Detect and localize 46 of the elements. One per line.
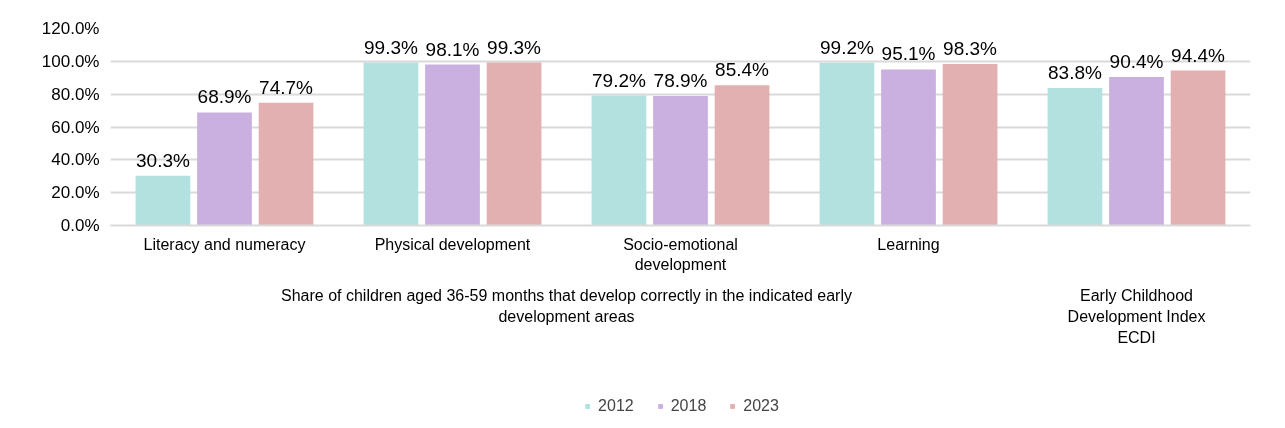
x-tick-label: Literacy and numeracy — [143, 235, 306, 253]
bar — [1047, 87, 1103, 226]
bar — [819, 62, 875, 226]
bar — [258, 102, 314, 226]
x-tick-label: Socio-emotional development — [623, 235, 738, 273]
bar — [135, 175, 191, 226]
bar — [425, 64, 480, 226]
legend-label: 2023 — [743, 397, 779, 415]
bar — [714, 85, 770, 226]
data-label: 95.1% — [881, 43, 936, 65]
legend-label: 2012 — [598, 397, 634, 415]
bar — [363, 62, 419, 226]
data-label: 99.3% — [487, 36, 542, 58]
data-label: 98.3% — [943, 38, 998, 60]
y-tick-label: 20.0% — [51, 183, 100, 203]
data-label: 94.4% — [1171, 44, 1226, 66]
bar — [942, 64, 998, 226]
y-tick-label: 60.0% — [51, 117, 100, 137]
data-label: 99.2% — [820, 36, 874, 58]
bar — [591, 95, 647, 226]
y-tick-label: 80.0% — [51, 84, 100, 104]
y-tick-label: 0.0% — [60, 216, 100, 235]
bar — [486, 62, 542, 226]
data-label: 99.3% — [364, 36, 418, 58]
y-tick-label: 120.0% — [41, 19, 100, 38]
legend-label: 2018 — [670, 397, 707, 415]
data-label: 98.1% — [425, 38, 480, 60]
y-tick-label: 40.0% — [51, 150, 100, 170]
bar — [653, 95, 708, 226]
y-tick-label: 100.0% — [41, 51, 100, 71]
data-label: 30.3% — [136, 149, 190, 171]
bar — [1170, 70, 1226, 226]
data-label: 68.9% — [197, 86, 252, 108]
data-label: 90.4% — [1109, 51, 1164, 73]
bar — [1109, 77, 1164, 226]
bar — [197, 112, 252, 226]
bar — [881, 69, 936, 226]
data-label: 85.4% — [715, 59, 770, 81]
text: Early Childhood Development Index ECDI — [1067, 286, 1206, 347]
text: Share of children aged 36-59 months that develop correctly in the indicated early development areas — [281, 286, 853, 325]
data-label: 74.7% — [259, 76, 314, 98]
x-tick-label: Learning — [877, 235, 940, 253]
data-label: 78.9% — [653, 70, 708, 92]
data-label: 83.8% — [1048, 62, 1102, 83]
x-tick-label: Physical development — [374, 235, 531, 253]
data-label: 79.2% — [592, 69, 646, 91]
